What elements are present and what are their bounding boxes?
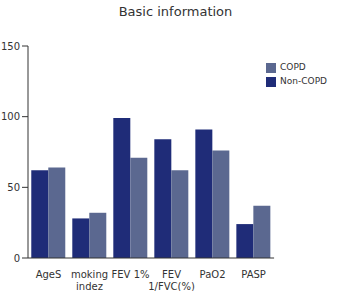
- svg-text:0: 0: [14, 253, 20, 264]
- svg-text:AgeS: AgeS: [36, 269, 62, 280]
- svg-text:50: 50: [8, 182, 20, 193]
- html-text:COPD: COPD: [280, 62, 306, 72]
- svg-text:FEV1/FVC(%): FEV1/FVC(%): [148, 269, 195, 291]
- html-text:Non-COPD: Non-COPD: [280, 76, 327, 86]
- svg-text:FEV 1%: FEV 1%: [112, 269, 150, 280]
- svg-text:150: 150: [8, 41, 20, 52]
- svg-text:PASP: PASP: [241, 269, 266, 280]
- svg-text:100: 100: [8, 111, 20, 122]
- svg-text:PaO2: PaO2: [200, 269, 226, 280]
- html-text:Basic information: Basic information: [118, 4, 233, 19]
- svg-text:mokingindez: mokingindez: [71, 269, 108, 291]
